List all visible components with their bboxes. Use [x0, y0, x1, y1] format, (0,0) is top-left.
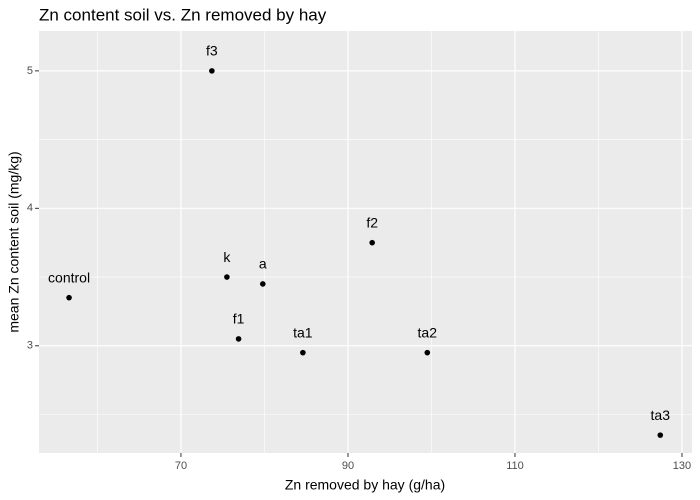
- point: [224, 274, 230, 280]
- point-label: ta1: [293, 324, 313, 340]
- point-label: k: [223, 249, 231, 265]
- point-label: control: [48, 269, 90, 285]
- x-tick-label: 110: [506, 460, 524, 472]
- x-tick-label: 90: [342, 460, 354, 472]
- y-axis-label: mean Zn content soil (mg/kg): [6, 151, 22, 332]
- point-label: ta3: [651, 407, 671, 423]
- point-label: f2: [366, 214, 378, 230]
- point: [369, 239, 375, 246]
- point: [424, 349, 431, 356]
- x-axis-label: Zn removed by hay (g/ha): [285, 477, 445, 493]
- point-label: ta2: [418, 324, 438, 340]
- point: [235, 336, 242, 342]
- y-tick-label: 4: [27, 202, 33, 214]
- point: [657, 432, 664, 438]
- chart-title: Zn content soil vs. Zn removed by hay: [39, 5, 327, 24]
- y-tick-label: 3: [27, 340, 33, 352]
- point: [259, 281, 266, 287]
- x-tick-label: 130: [673, 460, 691, 472]
- point-label: f1: [233, 311, 245, 327]
- x-tick-label: 70: [175, 460, 187, 472]
- point-label: f3: [206, 43, 218, 59]
- point: [209, 68, 215, 74]
- plot-panel: [39, 31, 692, 453]
- point-label: a: [259, 256, 267, 272]
- y-tick-label: 5: [27, 65, 33, 77]
- point: [300, 349, 306, 356]
- point: [66, 294, 72, 301]
